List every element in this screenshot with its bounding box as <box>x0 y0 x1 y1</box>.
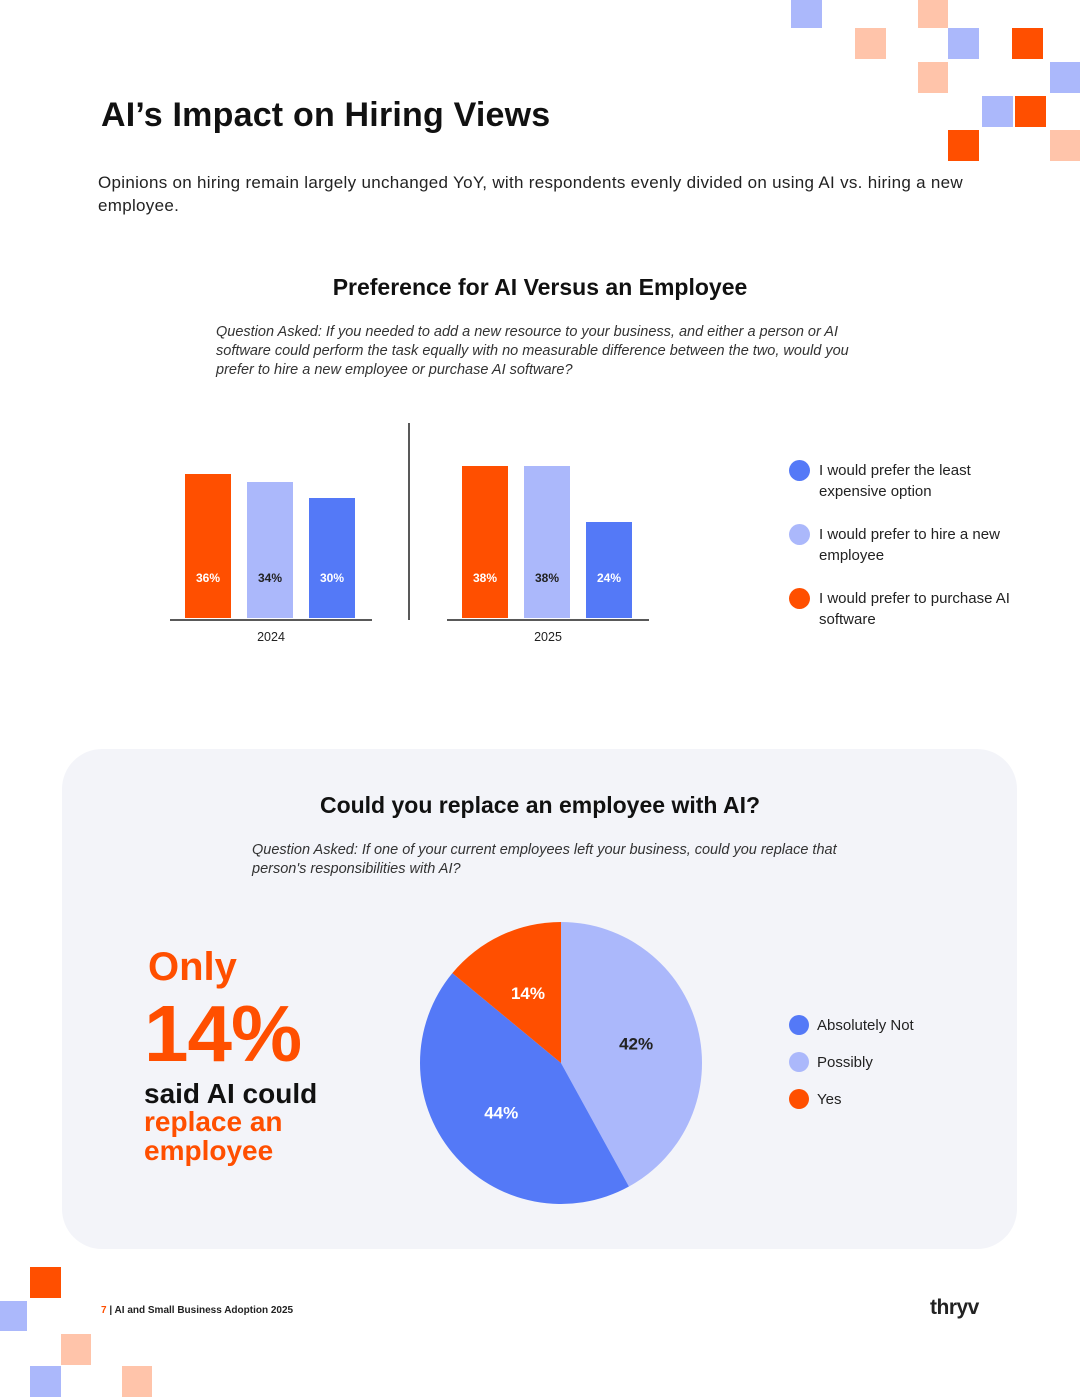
decor-square <box>918 0 948 28</box>
legend-item: Yes <box>789 1089 914 1110</box>
legend-swatch <box>789 1089 809 1109</box>
decor-square <box>855 28 886 59</box>
bar <box>247 482 293 618</box>
x-tick-label: 2024 <box>257 630 285 644</box>
bar-data-label: 24% <box>597 571 621 585</box>
bar <box>309 498 355 618</box>
brand-logo: thryv <box>930 1296 979 1319</box>
page-title: AI’s Impact on Hiring Views <box>101 96 551 134</box>
decor-square <box>982 96 1013 127</box>
pie-slice <box>561 922 702 1187</box>
pie-data-label: 44% <box>484 1103 518 1122</box>
callout-percent: 14% <box>144 989 302 1078</box>
footer-text: | AI and Small Business Adoption 2025 <box>106 1305 294 1316</box>
chart-title: Preference for AI Versus an Employee <box>332 274 748 300</box>
decor-square <box>0 1301 27 1331</box>
legend-label: Absolutely Not <box>817 1017 914 1034</box>
question-text: Question Asked: If you needed to add a n… <box>216 324 849 378</box>
pie-slice <box>452 922 561 1063</box>
chart-title: Could you replace an employee with AI? <box>319 792 761 818</box>
legend-swatch <box>789 588 810 609</box>
pie-data-label: 14% <box>511 984 545 1003</box>
decor-square <box>948 130 979 161</box>
legend-swatch <box>789 1015 809 1035</box>
decor-square <box>1012 28 1043 59</box>
callout-highlight: replace an employee <box>144 1106 283 1166</box>
bar-chart-svg: 36% 34% 30% 2024 38% 38% 24% 2025 <box>170 423 649 644</box>
bar <box>462 466 508 618</box>
decor-square <box>791 0 822 28</box>
decor-square <box>122 1366 152 1397</box>
decor-square <box>61 1334 91 1365</box>
legend-label: Yes <box>817 1091 842 1108</box>
callout-only: Only <box>148 945 237 989</box>
decor-square <box>30 1366 61 1397</box>
bar <box>524 466 570 618</box>
decor-square <box>1015 96 1046 127</box>
pie-chart-svg: 42% 44% 14% <box>420 922 702 1204</box>
bar <box>586 522 632 618</box>
legend-swatch <box>789 1052 809 1072</box>
decor-square <box>918 62 948 93</box>
legend-label: I would prefer the least expensive optio… <box>819 462 971 500</box>
decor-square <box>30 1267 61 1298</box>
bar-data-label: 30% <box>320 571 344 585</box>
legend-item: Absolutely Not <box>789 1015 914 1036</box>
bar-data-label: 38% <box>535 571 559 585</box>
decor-square <box>948 28 979 59</box>
question-text: Question Asked: If one of your current e… <box>252 842 837 877</box>
bar-data-label: 38% <box>473 571 497 585</box>
bar-data-label: 36% <box>196 571 220 585</box>
legend-item: I would prefer the least expensive optio… <box>789 460 1019 502</box>
legend-label: I would prefer to hire a new employee <box>819 526 1000 564</box>
page-subtitle: Opinions on hiring remain largely unchan… <box>98 173 963 215</box>
legend-item: I would prefer to purchase AI software <box>789 588 1019 630</box>
bar-chart: 36% 34% 30% 2024 38% 38% 24% 2025 <box>160 415 680 660</box>
callout-text: said AI could <box>144 1078 318 1109</box>
legend-item: Possibly <box>789 1052 914 1073</box>
pie-data-label: 42% <box>619 1035 653 1054</box>
legend-swatch <box>789 524 810 545</box>
bar-chart-legend: I would prefer the least expensive optio… <box>789 460 1019 630</box>
legend-item: I would prefer to hire a new employee <box>789 524 1019 566</box>
pie-chart-legend: Absolutely Not Possibly Yes <box>789 1015 914 1110</box>
legend-swatch <box>789 460 810 481</box>
footer: 7 | AI and Small Business Adoption 2025 <box>101 1305 293 1316</box>
pie-slice <box>420 973 629 1204</box>
pie-chart: 42% 44% 14% <box>418 920 704 1206</box>
bar <box>185 474 231 618</box>
bar-data-label: 34% <box>258 571 282 585</box>
page-number: 7 <box>101 1305 107 1316</box>
decor-square <box>1050 130 1080 161</box>
decor-square <box>1050 62 1080 93</box>
x-tick-label: 2025 <box>534 630 562 644</box>
legend-label: I would prefer to purchase AI software <box>819 590 1010 628</box>
legend-label: Possibly <box>817 1054 873 1071</box>
